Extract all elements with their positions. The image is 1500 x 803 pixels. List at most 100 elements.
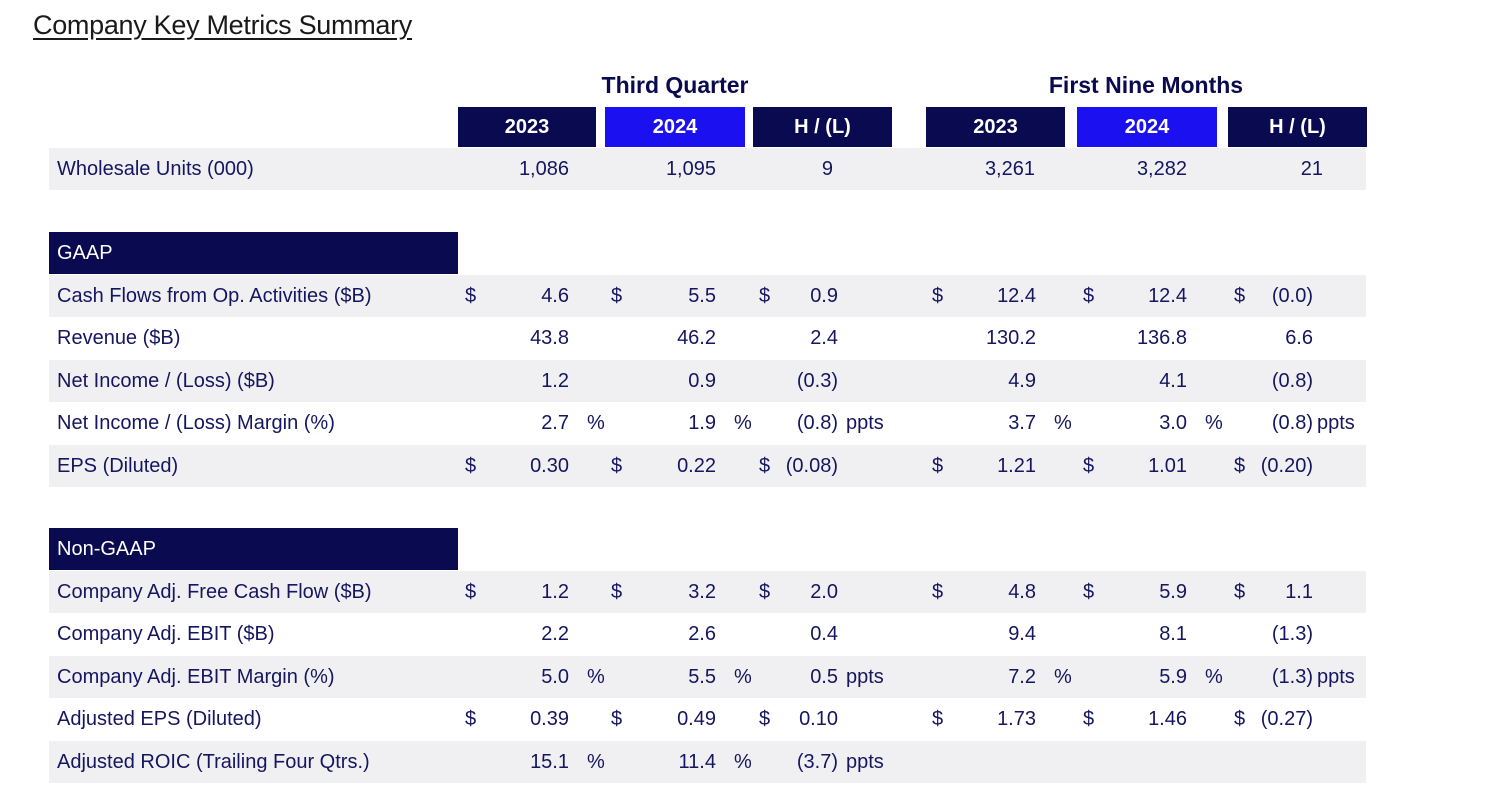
cell-value: 4.1 xyxy=(1159,369,1187,392)
row-label: EPS (Diluted) xyxy=(57,454,179,477)
cell-value: 1,095 xyxy=(665,158,716,180)
cell-unit: % xyxy=(1054,412,1072,435)
cell-currency: $ xyxy=(611,708,623,731)
cell-value: 5.9 xyxy=(1159,581,1187,603)
cell-currency: $ xyxy=(465,285,477,307)
group-header-third-quarter: Third Quarter xyxy=(601,72,749,98)
cell-currency: $ xyxy=(1234,454,1246,477)
cell-value: 136.8 xyxy=(1136,327,1187,350)
cell-value: 43.8 xyxy=(530,327,569,350)
row-label: Net Income / (Loss) Margin (%) xyxy=(57,412,335,435)
row-label: Company Adj. EBIT ($B) xyxy=(57,623,275,646)
cell-currency: $ xyxy=(932,708,944,731)
row-label: Cash Flows from Op. Activities ($B) xyxy=(57,285,372,307)
cell-unit: % xyxy=(1205,665,1223,688)
cell-currency: $ xyxy=(932,581,944,603)
cell-value: 1.73 xyxy=(997,708,1036,731)
cell-value: 0.9 xyxy=(810,285,838,307)
cell-currency: $ xyxy=(1234,285,1246,307)
cell-value: (0.8) xyxy=(1271,412,1313,435)
col-header-q3-2023: 2023 xyxy=(458,107,596,147)
cell-value: 1.46 xyxy=(1148,708,1187,731)
cell-value: 5.5 xyxy=(688,665,716,688)
cell-unit: % xyxy=(587,412,605,435)
cell-value: 5.0 xyxy=(541,665,569,688)
cell-unit: % xyxy=(734,750,752,773)
section-header-label: Non-GAAP xyxy=(57,538,156,560)
cell-value: 46.2 xyxy=(677,327,716,350)
cell-value: 0.9 xyxy=(688,369,716,392)
cell-value: 0.10 xyxy=(799,708,838,731)
cell-value: 4.6 xyxy=(541,285,569,307)
page-title: Company Key Metrics Summary xyxy=(33,10,412,40)
cell-value: (0.8) xyxy=(1271,369,1313,392)
cell-value: 1.01 xyxy=(1148,454,1187,477)
table-row-wholesale-units: Wholesale Units (000) 1,086 1,095 9 3,26… xyxy=(49,148,1366,190)
section-header-label: GAAP xyxy=(57,242,113,264)
cell-value: (0.3) xyxy=(796,369,838,392)
cell-currency: $ xyxy=(759,285,771,307)
cell-value xyxy=(1087,741,1187,783)
cell-value: 7.2 xyxy=(1008,665,1036,688)
cell-unit: % xyxy=(587,750,605,773)
table-row: Revenue ($B) 43.8 46.2 2.4 130.2 136.8 6.6 xyxy=(49,317,1366,359)
row-label: Net Income / (Loss) ($B) xyxy=(57,369,275,392)
row-label: Adjusted EPS (Diluted) xyxy=(57,708,262,731)
table-row: EPS (Diluted) $0.30 $0.22 $ (0.08) $1.21 $1.01… xyxy=(49,444,1366,487)
cell-value: 0.4 xyxy=(810,623,838,646)
cell-unit: % xyxy=(1205,412,1223,435)
cell-currency: $ xyxy=(932,454,944,477)
table-row: Company Adj. EBIT Margin (%) 5.0% 5.5% 0.5 p… xyxy=(49,655,1366,698)
cell-value: 3,282 xyxy=(1136,158,1187,180)
cell-unit: % xyxy=(1054,665,1072,688)
cell-value: (0.20) xyxy=(1260,454,1313,477)
cell-value: 1.9 xyxy=(688,412,716,435)
cell-value: 5.5 xyxy=(688,285,716,307)
cell-value: 4.9 xyxy=(1008,369,1036,392)
row-label: Wholesale Units (000) xyxy=(57,158,254,180)
cell-value: (0.27) xyxy=(1260,708,1313,731)
cell-value: 0.49 xyxy=(677,708,716,731)
cell-value: 9.4 xyxy=(1008,623,1036,646)
cell-value: 3.2 xyxy=(688,581,716,603)
cell-currency: $ xyxy=(932,285,944,307)
cell-value: (1.3) xyxy=(1271,665,1313,688)
cell-unit: % xyxy=(734,665,752,688)
cell-value: 3,261 xyxy=(984,158,1035,180)
cell-currency: $ xyxy=(1083,708,1095,731)
cell-value: (0.08) xyxy=(785,454,838,477)
cell-unit: ppts xyxy=(846,750,884,773)
cell-currency: $ xyxy=(611,285,623,307)
cell-value xyxy=(936,741,1036,783)
cell-value: (0.8) xyxy=(796,412,838,435)
cell-value: 15.1 xyxy=(530,750,569,773)
cell-value: 130.2 xyxy=(985,327,1036,350)
cell-value: 0.22 xyxy=(677,454,716,477)
cell-value: 6.6 xyxy=(1285,327,1313,350)
group-header-first-nine-months: First Nine Months xyxy=(1048,72,1244,98)
col-header-9m-2024: 2024 xyxy=(1077,107,1217,147)
cell-currency: $ xyxy=(759,454,771,477)
cell-currency: $ xyxy=(611,581,623,603)
section-header-gaap: GAAP xyxy=(49,232,458,274)
cell-value: 1.1 xyxy=(1285,581,1313,603)
section-header-non-gaap: Non-GAAP xyxy=(49,528,458,570)
cell-value: 1.21 xyxy=(997,454,1036,477)
cell-value: 0.30 xyxy=(530,454,569,477)
table-row: Net Income / (Loss) Margin (%) 2.7% 1.9% (0… xyxy=(49,402,1366,444)
cell-value: 2.0 xyxy=(810,581,838,603)
cell-value: 5.9 xyxy=(1159,665,1187,688)
cell-value: (0.0) xyxy=(1271,285,1313,307)
cell-value: 4.8 xyxy=(1008,581,1036,603)
cell-currency: $ xyxy=(1083,581,1095,603)
cell-value: 0.5 xyxy=(810,665,838,688)
cell-value: (1.3) xyxy=(1271,623,1313,646)
col-header-q3-2024: 2024 xyxy=(605,107,745,147)
cell-value: (3.7) xyxy=(796,750,838,773)
cell-currency: $ xyxy=(1083,285,1095,307)
cell-value: 12.4 xyxy=(997,285,1036,307)
col-header-9m-change: H / (L) xyxy=(1228,107,1367,147)
cell-value: 1.2 xyxy=(541,581,569,603)
cell-currency: $ xyxy=(1234,581,1246,603)
cell-value: 11.4 xyxy=(678,750,716,773)
